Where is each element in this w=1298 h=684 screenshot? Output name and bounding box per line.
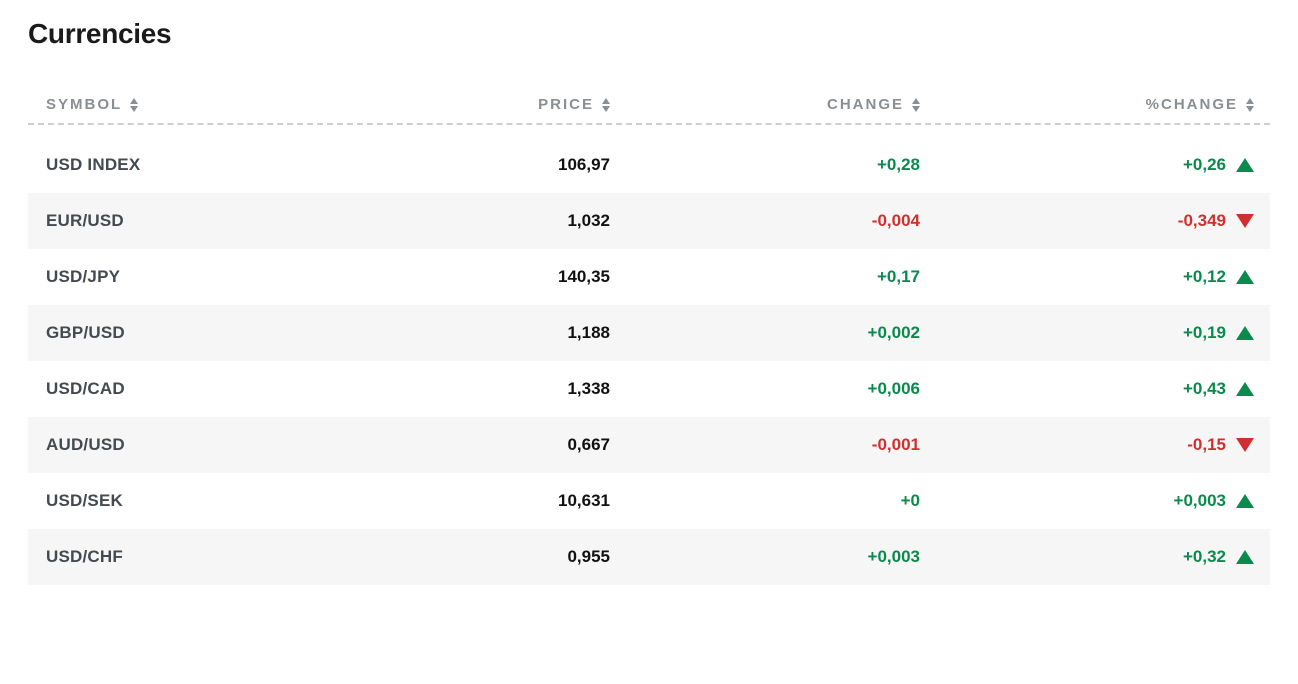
symbol-cell: GBP/USD (46, 323, 125, 343)
symbol-cell: USD/CHF (46, 547, 123, 567)
price-cell: 1,338 (567, 379, 610, 399)
column-label: %CHANGE (1146, 96, 1238, 113)
sort-icon (1246, 98, 1254, 112)
change-cell: -0,004 (872, 211, 920, 231)
column-label: CHANGE (827, 96, 904, 113)
pct-change-cell: -0,15 (1187, 435, 1226, 455)
triangle-up-icon (1236, 550, 1254, 564)
pct-change-cell: +0,43 (1183, 379, 1226, 399)
pct-change-cell: +0,26 (1183, 155, 1226, 175)
triangle-up-icon (1236, 158, 1254, 172)
column-header-price[interactable]: PRICE (338, 96, 618, 113)
table-row[interactable]: AUD/USD 0,667 -0,001 -0,15 (28, 417, 1270, 473)
change-cell: -0,001 (872, 435, 920, 455)
symbol-cell: USD/SEK (46, 491, 123, 511)
column-header-symbol[interactable]: SYMBOL (28, 96, 338, 113)
column-label: SYMBOL (46, 96, 122, 113)
pct-change-cell: +0,003 (1174, 491, 1226, 511)
column-header-pct-change[interactable]: %CHANGE (928, 96, 1270, 113)
pct-change-cell: +0,12 (1183, 267, 1226, 287)
change-cell: +0,28 (877, 155, 920, 175)
change-cell: +0 (901, 491, 920, 511)
sort-icon (912, 98, 920, 112)
triangle-up-icon (1236, 382, 1254, 396)
triangle-up-icon (1236, 494, 1254, 508)
pct-change-cell: +0,19 (1183, 323, 1226, 343)
symbol-cell: USD/CAD (46, 379, 125, 399)
pct-change-cell: +0,32 (1183, 547, 1226, 567)
change-cell: +0,002 (868, 323, 920, 343)
currencies-table: SYMBOL PRICE CHANGE %CHANGE (28, 88, 1270, 585)
sort-icon (130, 98, 138, 112)
triangle-up-icon (1236, 270, 1254, 284)
table-row[interactable]: USD/SEK 10,631 +0 +0,003 (28, 473, 1270, 529)
triangle-down-icon (1236, 214, 1254, 228)
price-cell: 140,35 (558, 267, 610, 287)
price-cell: 10,631 (558, 491, 610, 511)
triangle-up-icon (1236, 326, 1254, 340)
table-row[interactable]: EUR/USD 1,032 -0,004 -0,349 (28, 193, 1270, 249)
triangle-down-icon (1236, 438, 1254, 452)
price-cell: 0,955 (567, 547, 610, 567)
table-row[interactable]: USD/JPY 140,35 +0,17 +0,12 (28, 249, 1270, 305)
table-row[interactable]: GBP/USD 1,188 +0,002 +0,19 (28, 305, 1270, 361)
column-header-change[interactable]: CHANGE (618, 96, 928, 113)
column-label: PRICE (538, 96, 594, 113)
symbol-cell: EUR/USD (46, 211, 124, 231)
table-row[interactable]: USD/CAD 1,338 +0,006 +0,43 (28, 361, 1270, 417)
price-cell: 106,97 (558, 155, 610, 175)
price-cell: 1,032 (567, 211, 610, 231)
change-cell: +0,17 (877, 267, 920, 287)
change-cell: +0,006 (868, 379, 920, 399)
symbol-cell: USD/JPY (46, 267, 120, 287)
symbol-cell: AUD/USD (46, 435, 125, 455)
price-cell: 1,188 (567, 323, 610, 343)
table-row[interactable]: USD/CHF 0,955 +0,003 +0,32 (28, 529, 1270, 585)
table-body: USD INDEX 106,97 +0,28 +0,26 EUR/USD 1,032 -0,… (28, 137, 1270, 585)
symbol-cell: USD INDEX (46, 155, 140, 175)
pct-change-cell: -0,349 (1178, 211, 1226, 231)
change-cell: +0,003 (868, 547, 920, 567)
table-row[interactable]: USD INDEX 106,97 +0,28 +0,26 (28, 137, 1270, 193)
sort-icon (602, 98, 610, 112)
price-cell: 0,667 (567, 435, 610, 455)
page-title: Currencies (28, 18, 1270, 50)
table-header-row: SYMBOL PRICE CHANGE %CHANGE (28, 88, 1270, 125)
